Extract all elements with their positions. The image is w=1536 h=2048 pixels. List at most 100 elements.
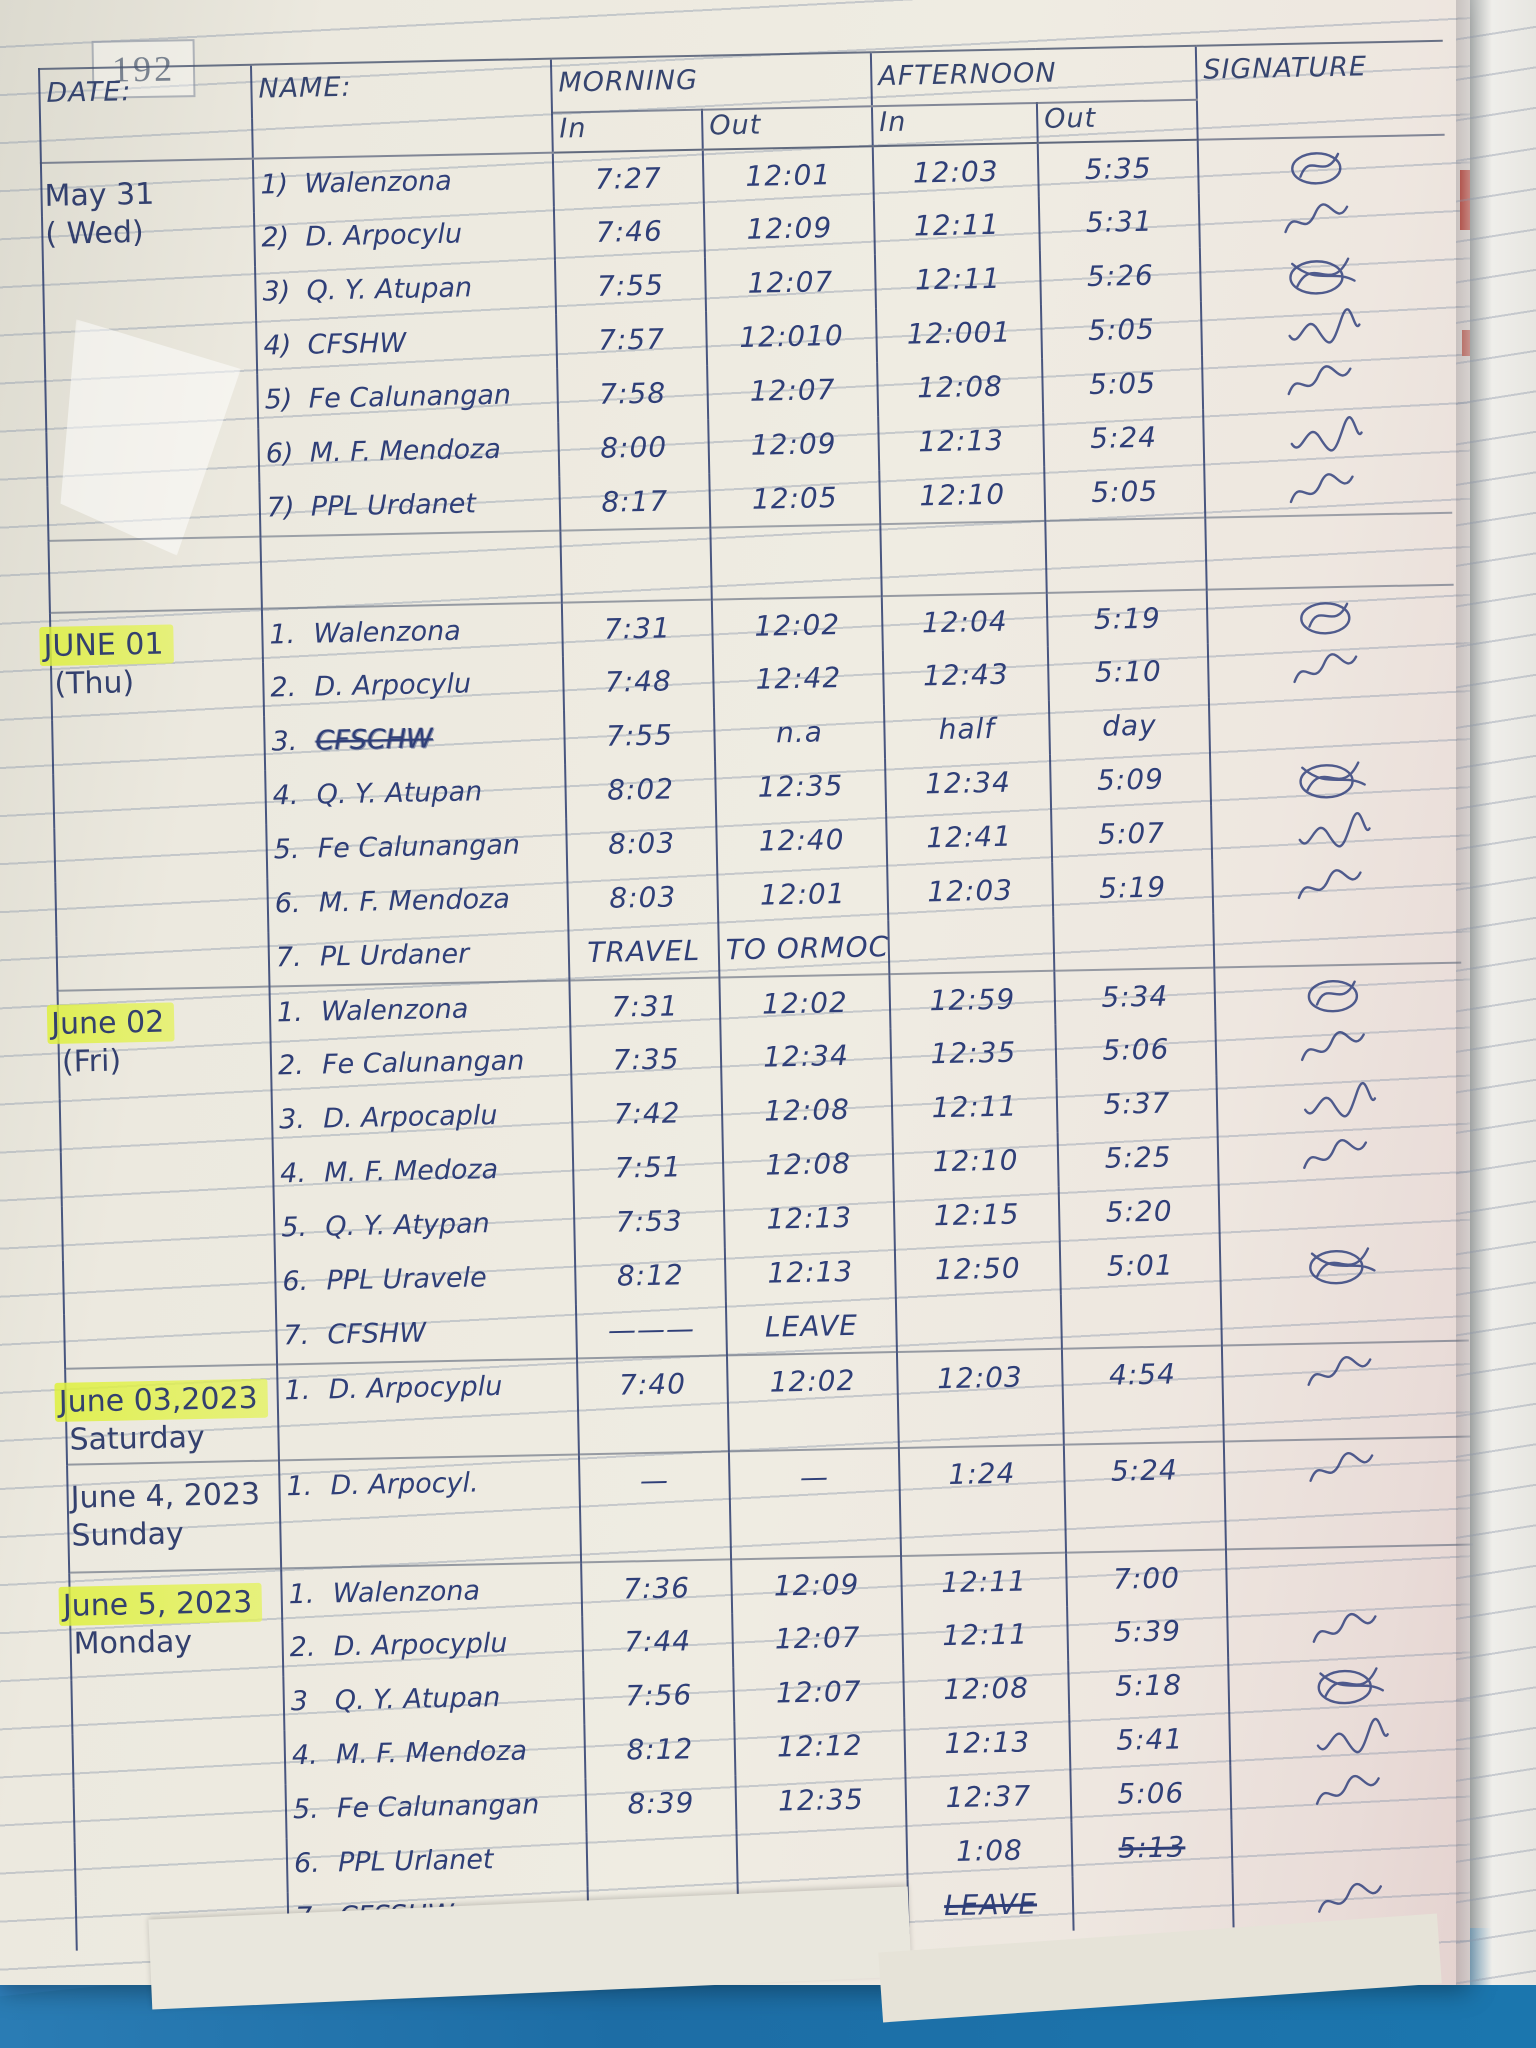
signature-scribble xyxy=(1303,1082,1377,1118)
signature-scribble xyxy=(1303,1139,1368,1170)
attendance-table: DATE: NAME: MORNING AFTERNOON SIGNATURE … xyxy=(38,39,1516,1951)
employee-name: Walenzona xyxy=(332,1575,481,1610)
signature-cell xyxy=(1203,404,1452,464)
afternoon-out-cell: 5:13 xyxy=(1071,1819,1233,1877)
afternoon-out-cell: 7:00 xyxy=(1066,1549,1228,1607)
header-morning-out: Out xyxy=(701,106,873,150)
morning-out-cell: 12:02 xyxy=(711,596,883,654)
afternoon-out-cell: 5:20 xyxy=(1058,1183,1220,1241)
afternoon-out-cell xyxy=(1060,1291,1222,1349)
morning-out-cell: 12:08 xyxy=(721,1082,893,1140)
morning-in-cell: 7:36 xyxy=(581,1559,733,1617)
afternoon-in-cell: 12:04 xyxy=(881,592,1048,651)
afternoon-out-cell: 5:39 xyxy=(1067,1603,1229,1661)
employee-name-cell: 3) Q. Y. Atupan xyxy=(255,260,557,321)
date-text: May 31 xyxy=(44,176,155,214)
signature-scribble xyxy=(1316,1718,1389,1754)
employee-name-cell: 7. CFSHW xyxy=(275,1304,578,1365)
date-cell: JUNE 01 (Thu) xyxy=(39,608,270,991)
afternoon-out-cell xyxy=(1053,913,1215,971)
signature-cell xyxy=(1230,1760,1479,1820)
signature-cell xyxy=(1197,134,1446,194)
morning-out-cell: 12:05 xyxy=(709,470,881,528)
afternoon-in-cell: 12:11 xyxy=(873,196,1040,255)
morning-in-cell: 7:53 xyxy=(573,1193,725,1251)
signature-cell xyxy=(1204,458,1453,518)
row-number: 4) xyxy=(263,329,292,362)
morning-out-cell: 12:12 xyxy=(734,1717,906,1776)
morning-out-cell: 12:35 xyxy=(735,1771,907,1830)
morning-in-cell: 8:39 xyxy=(585,1775,737,1833)
employee-name: PPL Urlanet xyxy=(337,1844,494,1879)
afternoon-out-cell: 5:10 xyxy=(1047,643,1209,701)
row-number: 2. xyxy=(277,1049,305,1082)
signature-scribble xyxy=(1291,152,1342,185)
employee-name: Fe Calunangan xyxy=(317,829,521,865)
afternoon-in-cell: LEAVE xyxy=(907,1876,1074,1934)
row-number: 6) xyxy=(265,437,294,470)
header-morning-in: In xyxy=(552,109,703,153)
signature-scribble xyxy=(1309,1452,1374,1482)
signature-scribble xyxy=(1299,761,1366,799)
morning-out-cell: 12:40 xyxy=(716,812,888,870)
employee-name: PPL Urdanet xyxy=(310,488,477,523)
signature-scribble xyxy=(1298,812,1371,848)
row-number: 6. xyxy=(274,887,301,920)
afternoon-out-cell: 5:34 xyxy=(1054,967,1216,1025)
header-signature: SIGNATURE xyxy=(1195,40,1445,140)
header-afternoon: AFTERNOON xyxy=(870,45,1197,107)
row-number: 7) xyxy=(266,491,295,524)
afternoon-in-cell: 12:37 xyxy=(905,1768,1072,1826)
afternoon-in-cell: 12:13 xyxy=(878,412,1045,471)
morning-out-cell: 12:42 xyxy=(712,650,884,708)
morning-out-cell: 12:13 xyxy=(723,1190,895,1248)
afternoon-out-cell: 5:01 xyxy=(1059,1237,1221,1295)
date-text-highlighted: June 03,2023 xyxy=(54,1378,269,1422)
morning-in-cell: 7:57 xyxy=(556,311,708,369)
afternoon-out-cell: 5:06 xyxy=(1070,1765,1232,1823)
afternoon-in-cell: 1:24 xyxy=(898,1444,1067,1556)
date-cell: June 02 (Fri) xyxy=(46,986,278,1369)
date-text-highlighted: June 02 xyxy=(46,1002,175,1045)
date-text: (Thu) xyxy=(54,664,135,702)
signature-scribble xyxy=(1300,1031,1365,1062)
afternoon-in-cell: half xyxy=(883,700,1050,759)
afternoon-out-cell: 5:05 xyxy=(1042,355,1204,413)
row-number: 3. xyxy=(278,1103,306,1136)
morning-in-cell: 7:46 xyxy=(553,203,705,261)
morning-in-cell: TRAVEL xyxy=(568,923,720,981)
morning-out-cell: n.a xyxy=(713,704,886,762)
morning-in-cell: 8:03 xyxy=(566,815,718,873)
signature-cell xyxy=(1217,1124,1466,1184)
employee-name-cell: 1) Walenzona xyxy=(252,152,554,213)
employee-name: Fe Calunangan xyxy=(308,379,512,415)
signature-scribble xyxy=(1317,1667,1385,1705)
morning-out-cell: 12:07 xyxy=(732,1609,904,1668)
afternoon-in-cell: 12:15 xyxy=(893,1186,1060,1245)
afternoon-in-cell: 12:11 xyxy=(874,250,1041,309)
employee-name: CFSCHW xyxy=(315,723,434,757)
next-page-ruled-lines xyxy=(1456,0,1536,1985)
morning-in-cell: 8:03 xyxy=(567,869,719,927)
morning-in-cell: 7:56 xyxy=(583,1667,735,1725)
afternoon-in-cell xyxy=(895,1294,1062,1353)
date-text: ( Wed) xyxy=(44,214,145,252)
signature-scribble xyxy=(1287,365,1352,396)
row-number: 5. xyxy=(292,1793,320,1826)
afternoon-in-cell: 12:11 xyxy=(901,1552,1068,1610)
header-name: NAME: xyxy=(250,58,553,159)
row-number: 1. xyxy=(276,996,304,1029)
afternoon-in-cell: 12:11 xyxy=(902,1606,1069,1664)
morning-out-cell: 12:02 xyxy=(726,1352,899,1452)
morning-in-cell: 7:48 xyxy=(562,653,714,711)
signature-cell xyxy=(1227,1598,1476,1658)
employee-name: D. Arpocaplu xyxy=(322,1099,498,1135)
afternoon-out-cell: 4:54 xyxy=(1061,1345,1224,1445)
employee-name: PL Urdaner xyxy=(319,938,470,973)
signature-scribble xyxy=(1307,1356,1372,1386)
signature-cell xyxy=(1232,1868,1481,1928)
afternoon-out-cell: 5:06 xyxy=(1055,1021,1217,1079)
afternoon-in-cell: 12:34 xyxy=(885,754,1052,813)
date-text: June 4, 2023 xyxy=(70,1476,261,1516)
afternoon-out-cell: day xyxy=(1048,697,1210,755)
